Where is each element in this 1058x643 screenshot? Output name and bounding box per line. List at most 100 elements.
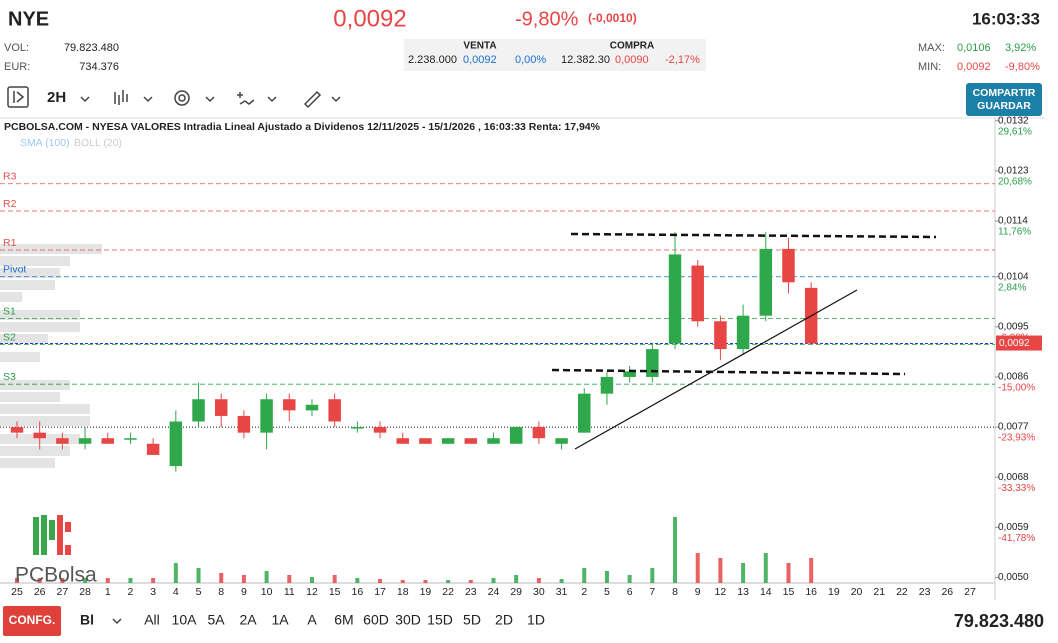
x-tick-label: 17 <box>374 586 386 598</box>
range-button[interactable]: 1A <box>271 612 289 628</box>
x-tick-label: 12 <box>306 586 318 598</box>
x-tick-label: 21 <box>873 586 885 598</box>
y-tick-label: 0,0059 <box>998 522 1029 533</box>
x-tick-label: 9 <box>695 586 701 598</box>
config-text[interactable]: CONFG. <box>9 613 56 627</box>
volume-bar <box>355 578 360 583</box>
volume-bar <box>582 568 587 583</box>
volume-bar <box>695 553 700 583</box>
range-button[interactable]: 5D <box>463 612 481 628</box>
volume-bar <box>128 578 133 583</box>
volume-bar <box>718 558 723 583</box>
candles-icon[interactable] <box>114 90 128 105</box>
candle-body <box>623 371 636 377</box>
volume-bar <box>491 578 496 583</box>
min-label: MIN: <box>918 61 941 73</box>
candle-body <box>351 427 364 429</box>
range-button[interactable]: 2A <box>239 612 257 628</box>
candle-body <box>419 438 432 444</box>
range-button[interactable]: 5A <box>207 612 225 628</box>
x-tick-label: 2 <box>128 586 134 598</box>
volume-bar <box>673 517 678 583</box>
candle-body <box>146 443 160 455</box>
indicator: BOLL (20) <box>74 137 122 149</box>
change-pct: -9,80% <box>515 8 579 30</box>
x-tick-label: 10 <box>261 586 273 598</box>
x-tick-label: 31 <box>556 586 568 598</box>
volume-bar <box>173 563 178 583</box>
candle-body <box>237 415 251 433</box>
volume-bar <box>627 575 632 583</box>
share-text[interactable]: COMPARTIR <box>973 87 1036 99</box>
save-text[interactable]: GUARDAR <box>977 100 1031 112</box>
caret[interactable] <box>80 96 90 103</box>
candle-body <box>600 376 614 394</box>
venta-price: 0,0092 <box>463 54 497 66</box>
play-icon[interactable] <box>7 86 29 108</box>
x-tick-label: 25 <box>11 586 23 598</box>
resistance-line <box>570 232 937 239</box>
support-line <box>551 368 906 376</box>
x-tick-label: 28 <box>79 586 91 598</box>
x-tick-label: 20 <box>851 586 863 598</box>
range-button[interactable]: 1D <box>527 612 545 628</box>
candle-body <box>668 254 682 344</box>
y-tick-label: 0,0068 <box>998 472 1029 483</box>
book-box <box>404 39 706 71</box>
x-tick-label: 13 <box>737 586 749 598</box>
pivot-label: R1 <box>3 237 17 249</box>
candle-body <box>192 399 205 422</box>
x-tick-label: 8 <box>218 586 224 598</box>
y-tick-label: 0,0114 <box>998 216 1028 227</box>
candle-body <box>373 427 387 433</box>
candle-body <box>487 438 500 444</box>
range-button[interactable]: All <box>144 612 160 628</box>
candle-body <box>782 248 795 283</box>
volume-bar <box>468 580 473 583</box>
range-button[interactable]: 60D <box>363 612 389 628</box>
share-button[interactable] <box>966 83 1042 116</box>
x-tick-label: 4 <box>173 586 179 598</box>
toolbar <box>7 86 341 109</box>
range-button[interactable]: 2D <box>495 612 513 628</box>
range-button[interactable]: 10A <box>172 612 198 628</box>
settings-hub <box>178 94 186 102</box>
candle-body <box>759 248 773 316</box>
candle-body <box>101 438 115 444</box>
caret[interactable] <box>331 96 341 103</box>
scale-select[interactable]: Bl <box>80 612 94 628</box>
y-tick-label: 0,0050 <box>998 572 1029 583</box>
y-tick-pct: -41,78% <box>998 533 1035 544</box>
compra-price: 0,0090 <box>615 54 649 66</box>
range-button[interactable]: 30D <box>395 612 421 628</box>
caret[interactable] <box>267 96 277 103</box>
candle-body <box>396 438 409 444</box>
interval[interactable]: 2H <box>47 89 66 106</box>
max-pct: 3,92% <box>1005 42 1036 54</box>
caret[interactable] <box>143 96 153 103</box>
x-tick-label: 29 <box>510 586 522 598</box>
total-volume: 79.823.480 <box>954 611 1044 631</box>
x-tick-label: 23 <box>919 586 931 598</box>
volume-bar <box>514 575 519 583</box>
range-button[interactable]: 15D <box>427 612 453 628</box>
candle-body <box>714 321 727 350</box>
range-button[interactable]: 6M <box>334 612 353 628</box>
pencil-icon[interactable] <box>303 90 322 109</box>
config-button[interactable] <box>3 606 61 636</box>
caret[interactable] <box>205 96 215 103</box>
volume-bar <box>151 578 156 583</box>
min-pct: -9,80% <box>1005 61 1040 73</box>
x-tick-label: 2 <box>581 586 587 598</box>
volume-bar <box>83 578 88 583</box>
candle-body <box>646 349 659 377</box>
venta-label: VENTA <box>463 41 496 52</box>
volume-bar <box>559 579 564 583</box>
caret[interactable] <box>112 618 122 625</box>
volume-bar <box>378 579 383 583</box>
draw-icon[interactable] <box>237 92 255 105</box>
settings-icon[interactable] <box>174 90 190 106</box>
range-button[interactable]: A <box>307 612 317 628</box>
volume-bar <box>60 578 65 583</box>
volume-bar <box>423 580 428 583</box>
